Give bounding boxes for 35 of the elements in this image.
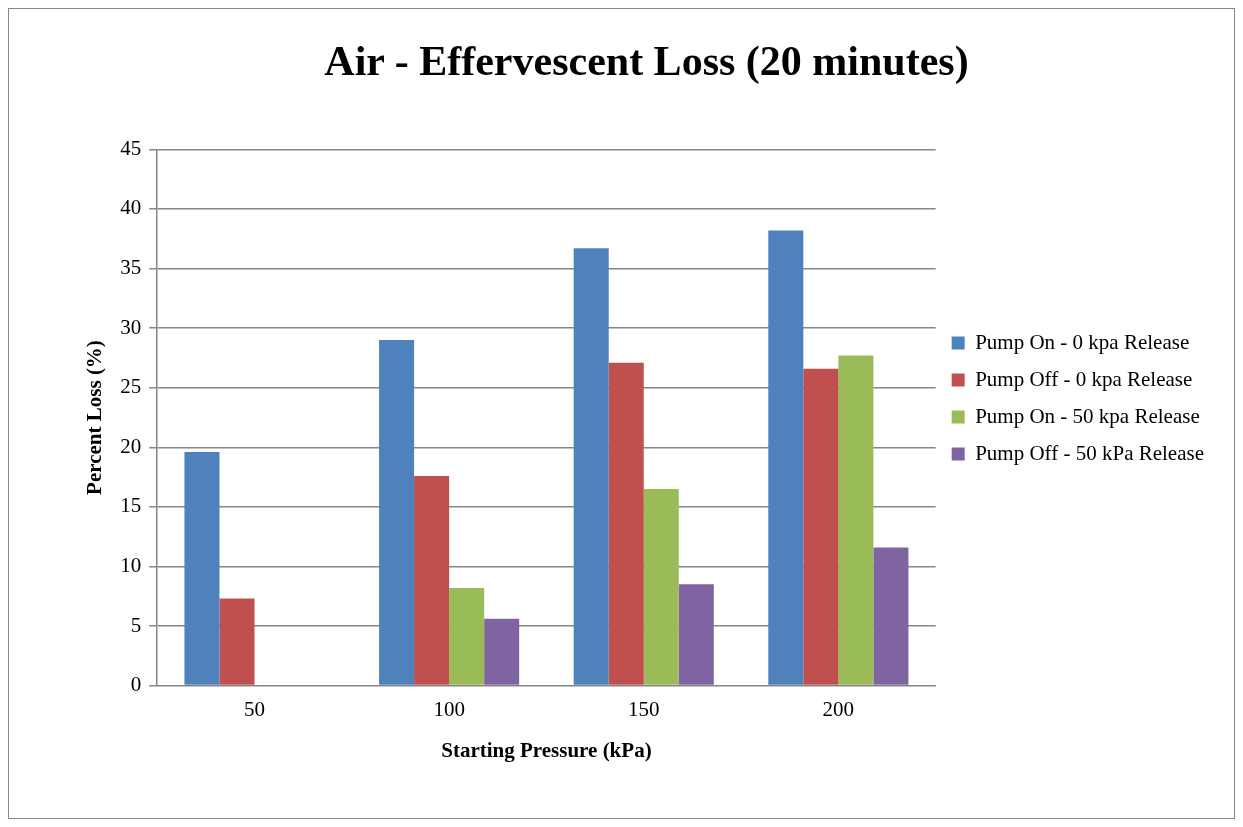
y-axis-title: Percent Loss (%) [82, 340, 107, 495]
y-tick-label: 0 [130, 672, 142, 697]
legend-label: Pump Off - 50 kPa Release [975, 440, 1204, 465]
bar [573, 248, 609, 685]
bar [484, 618, 520, 685]
bar [219, 598, 255, 685]
x-tick-label: 150 [628, 696, 660, 721]
bar [184, 452, 220, 685]
chart-title: Air - Effervescent Loss (20 minutes) [324, 38, 969, 86]
legend-label: Pump Off - 0 kpa Release [975, 366, 1193, 391]
y-tick-label: 20 [120, 433, 142, 458]
y-tick-label: 35 [120, 255, 142, 280]
bar [678, 584, 714, 685]
x-tick-label: 100 [433, 696, 465, 721]
bar [608, 362, 644, 685]
y-tick-label: 10 [120, 552, 142, 577]
bar [449, 587, 485, 685]
bar [873, 547, 909, 685]
x-axis-title: Starting Pressure (kPa) [441, 737, 652, 762]
x-tick-label: 200 [822, 696, 855, 721]
bar [803, 368, 839, 685]
y-tick-label: 30 [120, 314, 142, 339]
legend-label: Pump On - 0 kpa Release [975, 329, 1190, 354]
y-tick-label: 5 [130, 612, 142, 637]
y-tick-label: 45 [120, 135, 142, 160]
bar [379, 340, 415, 685]
y-tick-label: 15 [120, 493, 142, 518]
bar [838, 355, 874, 685]
x-tick-label: 50 [244, 696, 266, 721]
bar [643, 488, 679, 685]
y-tick-label: 25 [120, 374, 142, 399]
bar [414, 475, 450, 685]
bar [768, 230, 804, 685]
y-tick-label: 40 [120, 195, 142, 220]
legend-label: Pump On - 50 kpa Release [975, 403, 1200, 428]
